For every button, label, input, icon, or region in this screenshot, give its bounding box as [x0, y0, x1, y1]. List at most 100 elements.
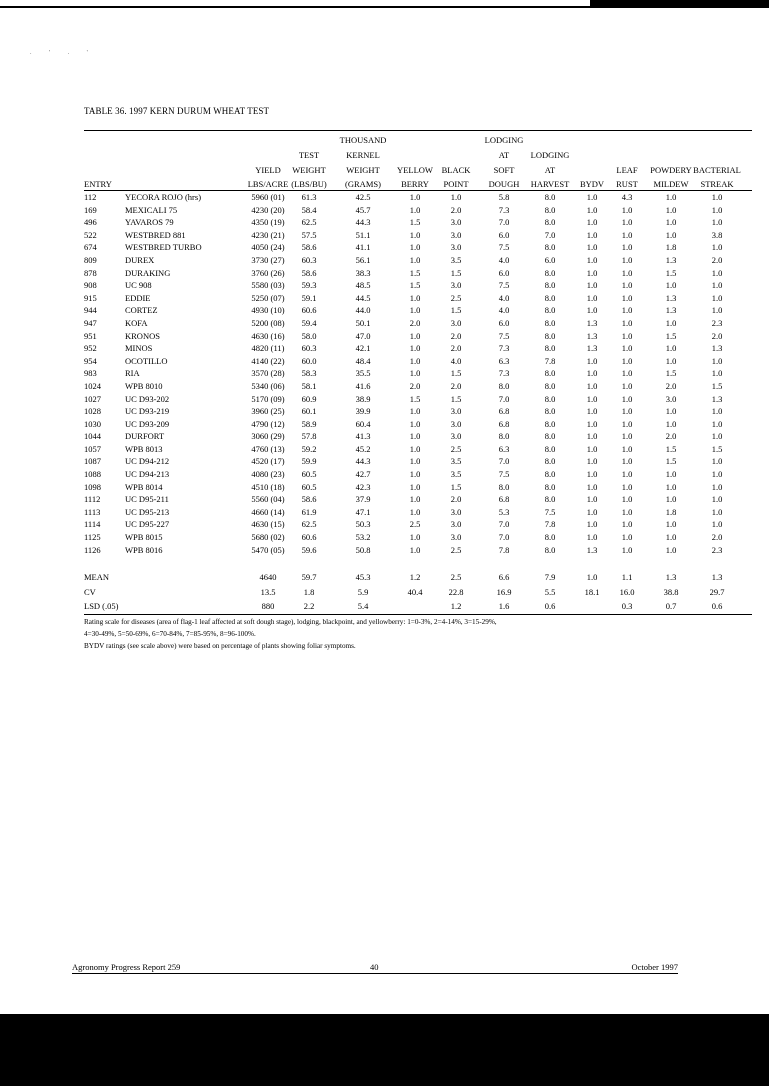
cell-leaf-rust: 1.0 — [621, 519, 633, 530]
cell-kernel-weight: 50.1 — [355, 317, 371, 328]
cell-lodging-soft-dough: 7.8 — [498, 544, 510, 555]
cell-bacterial-streak: 1.3 — [711, 343, 723, 354]
cell-powdery-mildew: 1.0 — [665, 481, 677, 492]
cell-bydv: 1.0 — [586, 217, 598, 228]
summary-cell-leaf-rust: 1.1 — [621, 572, 633, 582]
cell-bacterial-streak: 1.0 — [711, 456, 723, 467]
cell-lodging-harvest: 7.8 — [544, 355, 556, 366]
cell-leaf-rust: 1.0 — [621, 469, 633, 480]
table-row: 169 MEXICALI 75 4230 (20) 58.4 45.7 1.0 2.0 7.3… — [84, 205, 752, 218]
cell-test-weight: 60.1 — [301, 406, 317, 417]
cell-lodging-harvest: 8.0 — [544, 267, 556, 278]
column-header-line: BYDV — [579, 179, 605, 189]
cell-leaf-rust: 1.0 — [621, 330, 633, 341]
variety-name: WPB 8014 — [125, 481, 163, 492]
cell-bacterial-streak: 1.0 — [711, 305, 723, 316]
entry-number: 878 — [84, 267, 97, 278]
cell-kernel-weight: 50.8 — [355, 544, 371, 555]
cell-bydv: 1.0 — [586, 532, 598, 543]
cell-kernel-weight: 48.5 — [355, 280, 371, 291]
variety-name: UC D93-219 — [125, 406, 170, 417]
scan-top-gap — [0, 0, 590, 6]
cell-lodging-soft-dough: 6.8 — [498, 494, 510, 505]
column-header-line: MILDEW — [653, 179, 689, 189]
variety-name: UC D95-211 — [125, 494, 169, 505]
cell-kernel-weight: 53.2 — [355, 532, 371, 543]
cell-powdery-mildew: 1.0 — [665, 544, 677, 555]
cell-kernel-weight: 41.3 — [355, 431, 371, 442]
cell-kernel-weight: 44.0 — [355, 305, 371, 316]
cell-test-weight: 60.3 — [301, 254, 317, 265]
cell-yellow-berry: 2.0 — [409, 380, 421, 391]
summary-cell-yield: 13.5 — [260, 586, 276, 597]
table-row: 1057 WPB 8013 4760 (13) 59.2 45.2 1.0 2.5 6.3 8.… — [84, 444, 752, 457]
cell-lodging-soft-dough: 7.5 — [498, 330, 510, 341]
cell-yield: 5250 (07) — [251, 292, 285, 303]
cell-yield: 3760 (26) — [251, 267, 285, 278]
table-row: 1114 UC D95-227 4630 (15) 62.5 50.3 2.5 3.0 7.0… — [84, 519, 752, 532]
cell-bydv: 1.0 — [586, 443, 598, 454]
entry-number: 522 — [84, 229, 97, 240]
cell-bydv: 1.0 — [586, 242, 598, 253]
cell-powdery-mildew: 1.5 — [665, 330, 677, 341]
cell-powdery-mildew: 1.8 — [665, 242, 677, 253]
cell-lodging-harvest: 8.0 — [544, 443, 556, 454]
summary-cell-lodging-harvest: 5.5 — [544, 586, 556, 597]
cell-kernel-weight: 39.9 — [355, 406, 371, 417]
cell-bydv: 1.0 — [586, 229, 598, 240]
cell-lodging-harvest: 7.5 — [544, 506, 556, 517]
cell-powdery-mildew: 1.0 — [665, 532, 677, 543]
cell-test-weight: 60.9 — [301, 393, 317, 404]
cell-kernel-weight: 42.7 — [355, 469, 371, 480]
entry-number: 1087 — [84, 456, 101, 467]
cell-black-point: 2.0 — [450, 343, 462, 354]
table-row: 954 OCOTILLO 4140 (22) 60.0 48.4 1.0 4.0 6.3 7.8… — [84, 356, 752, 369]
variety-name: WPB 8016 — [125, 544, 163, 555]
cell-yellow-berry: 2.5 — [409, 519, 421, 530]
cell-test-weight: 62.5 — [301, 519, 317, 530]
variety-name: UC D95-213 — [125, 506, 170, 517]
variety-name: UC D93-202 — [125, 393, 170, 404]
cell-test-weight: 57.5 — [301, 229, 317, 240]
scan-bottom-border — [0, 1014, 769, 1086]
cell-yellow-berry: 1.5 — [409, 280, 421, 291]
cell-leaf-rust: 1.0 — [621, 418, 633, 429]
entry-number: 674 — [84, 242, 97, 253]
entry-number: 1088 — [84, 469, 101, 480]
cell-bacterial-streak: 1.0 — [711, 406, 723, 417]
cell-powdery-mildew: 1.0 — [665, 217, 677, 228]
cell-leaf-rust: 1.0 — [621, 305, 633, 316]
entry-number: 1126 — [84, 544, 101, 555]
cell-kernel-weight: 56.1 — [355, 254, 371, 265]
cell-lodging-soft-dough: 6.8 — [498, 406, 510, 417]
cell-leaf-rust: 1.0 — [621, 254, 633, 265]
cell-black-point: 2.5 — [450, 292, 462, 303]
table-row: 951 KRONOS 4630 (16) 58.0 47.0 1.0 2.0 7.5 8.0 1.… — [84, 331, 752, 344]
cell-leaf-rust: 1.0 — [621, 406, 633, 417]
summary-cell-test-weight: 1.8 — [303, 586, 315, 597]
cell-yield: 4630 (15) — [251, 519, 285, 530]
cell-yellow-berry: 1.0 — [409, 229, 421, 240]
cell-test-weight: 60.0 — [301, 355, 317, 366]
cell-test-weight: 59.3 — [301, 280, 317, 291]
cell-black-point: 3.0 — [450, 406, 462, 417]
cell-yellow-berry: 1.0 — [409, 406, 421, 417]
cell-lodging-soft-dough: 5.8 — [498, 192, 510, 202]
entry-number: 169 — [84, 204, 97, 215]
note-line: Rating scale for diseases (area of flag-… — [84, 618, 497, 626]
table-top-rule — [84, 130, 752, 131]
cell-bydv: 1.3 — [586, 317, 598, 328]
cell-kernel-weight: 45.7 — [355, 204, 371, 215]
cell-yellow-berry: 1.0 — [409, 456, 421, 467]
cell-powdery-mildew: 3.0 — [665, 393, 677, 404]
cell-lodging-soft-dough: 7.5 — [498, 242, 510, 253]
summary-cell-bacterial-streak: 29.7 — [709, 586, 725, 597]
table-row: 952 MINOS 4820 (11) 60.3 42.1 1.0 2.0 7.3 8.0 1.3… — [84, 343, 752, 356]
summary-label: LSD (.05) — [84, 601, 119, 611]
cell-black-point: 3.0 — [450, 229, 462, 240]
cell-bydv: 1.0 — [586, 292, 598, 303]
table-row: 1087 UC D94-212 4520 (17) 59.9 44.3 1.0 3.5 7.0… — [84, 456, 752, 469]
cell-lodging-harvest: 7.8 — [544, 519, 556, 530]
cell-yellow-berry: 1.5 — [409, 393, 421, 404]
cell-black-point: 2.0 — [450, 380, 462, 391]
